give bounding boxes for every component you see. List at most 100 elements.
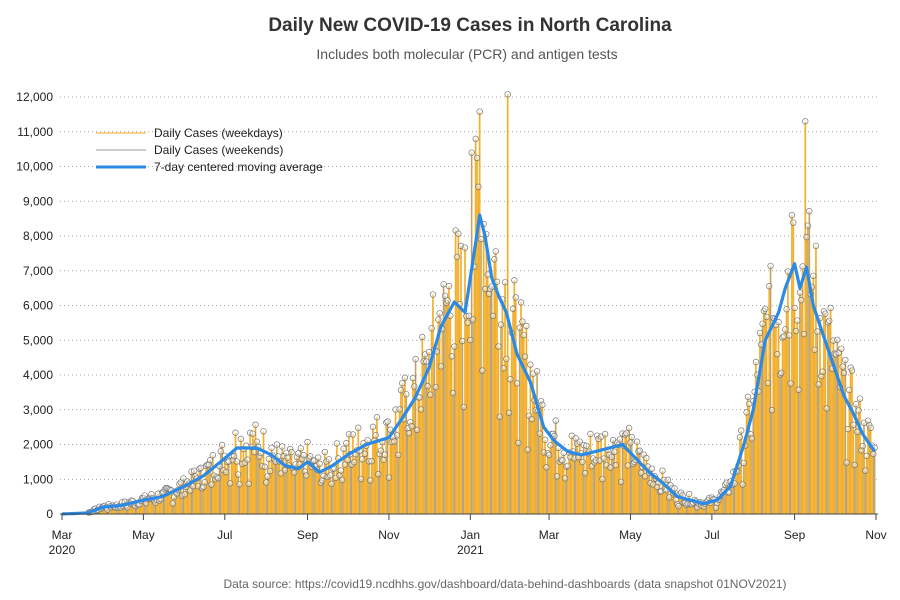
daily-marker: [423, 358, 430, 365]
daily-marker: [344, 456, 351, 464]
daily-marker: [449, 389, 457, 397]
y-tick-label: 6,000: [23, 299, 53, 313]
daily-marker: [359, 456, 366, 463]
daily-marker: [842, 356, 849, 364]
daily-marker: [208, 481, 215, 488]
daily-marker: [790, 219, 797, 226]
daily-marker: [533, 368, 541, 375]
daily-marker: [448, 353, 455, 360]
daily-marker: [460, 403, 467, 411]
daily-marker: [501, 279, 509, 286]
daily-marker: [435, 316, 442, 323]
daily-marker: [851, 461, 858, 469]
daily-marker: [811, 346, 818, 354]
daily-marker: [852, 401, 860, 408]
x-tick-label: Mar: [539, 528, 560, 542]
daily-marker: [496, 413, 503, 420]
daily-marker: [815, 381, 822, 388]
daily-marker: [260, 428, 267, 435]
daily-marker: [479, 367, 486, 374]
daily-marker: [648, 465, 655, 472]
daily-marker: [377, 447, 385, 454]
daily-marker: [792, 327, 800, 335]
daily-marker: [373, 414, 381, 421]
daily-marker: [505, 409, 513, 416]
daily-marker: [464, 319, 471, 326]
daily-marker: [489, 312, 497, 320]
daily-marker: [428, 325, 435, 332]
daily-marker: [802, 118, 809, 125]
daily-marker: [233, 458, 240, 465]
daily-marker: [351, 459, 358, 466]
y-tick-label: 10,000: [16, 160, 53, 174]
daily-marker: [608, 453, 615, 461]
daily-marker: [536, 430, 543, 437]
chart-subtitle: Includes both molecular (PCR) and antige…: [316, 46, 617, 62]
daily-marker: [436, 310, 443, 317]
daily-marker: [279, 443, 286, 450]
daily-marker: [834, 336, 841, 343]
daily-marker: [822, 310, 829, 317]
daily-marker: [850, 421, 857, 428]
daily-marker: [823, 405, 830, 412]
x-tick-label: Jan: [461, 528, 480, 542]
daily-marker: [579, 458, 586, 466]
daily-marker: [791, 304, 798, 312]
daily-marker: [810, 272, 817, 279]
daily-marker: [445, 282, 453, 290]
daily-marker: [424, 382, 431, 390]
daily-marker: [339, 476, 346, 484]
daily-marker: [624, 462, 631, 469]
daily-marker: [587, 430, 594, 438]
daily-marker: [481, 285, 489, 293]
daily-marker: [492, 248, 499, 255]
moving-average-line: [61, 213, 876, 516]
daily-marker: [417, 406, 425, 413]
daily-marker: [222, 469, 230, 476]
daily-marker: [408, 423, 415, 430]
y-tick-label: 7,000: [23, 264, 53, 278]
daily-marker: [743, 409, 750, 416]
daily-marker: [472, 135, 479, 142]
daily-marker: [600, 455, 607, 462]
daily-marker: [686, 490, 693, 498]
daily-marker: [397, 386, 405, 394]
daily-marker: [863, 452, 870, 460]
daily-marker: [316, 460, 323, 467]
daily-marker: [396, 406, 403, 413]
daily-marker: [867, 424, 874, 431]
daily-marker: [287, 445, 294, 453]
daily-marker: [226, 480, 234, 487]
daily-marker: [413, 426, 421, 434]
x-tick-year-label: 2020: [49, 543, 76, 557]
daily-marker: [453, 253, 461, 261]
daily-marker: [209, 452, 216, 459]
daily-marker: [767, 262, 774, 270]
daily-marker: [252, 421, 259, 428]
daily-marker: [625, 424, 633, 432]
y-tick-label: 8,000: [23, 229, 53, 243]
daily-marker: [437, 363, 445, 370]
daily-marker: [245, 480, 252, 487]
chart-title: Daily New COVID-19 Cases in North Caroli…: [268, 15, 672, 36]
daily-marker: [756, 329, 764, 337]
daily-marker: [264, 473, 271, 480]
daily-marker: [405, 430, 413, 437]
x-tick-label: Sep: [297, 528, 319, 542]
daily-marker: [473, 154, 481, 162]
daily-marker: [381, 451, 389, 458]
x-tick-label: Jul: [217, 528, 232, 542]
daily-marker: [369, 423, 377, 430]
daily-marker: [643, 454, 650, 462]
daily-marker: [543, 464, 550, 471]
daily-marker: [469, 316, 477, 323]
daily-marker: [855, 407, 862, 414]
legend: Daily Cases (weekdays) Daily Cases (week…: [96, 126, 323, 174]
daily-marker: [788, 211, 796, 219]
daily-marker: [281, 467, 288, 474]
daily-marker: [263, 479, 270, 486]
daily-marker: [519, 318, 526, 325]
daily-marker: [361, 450, 369, 457]
y-tick-label: 4,000: [23, 368, 53, 382]
